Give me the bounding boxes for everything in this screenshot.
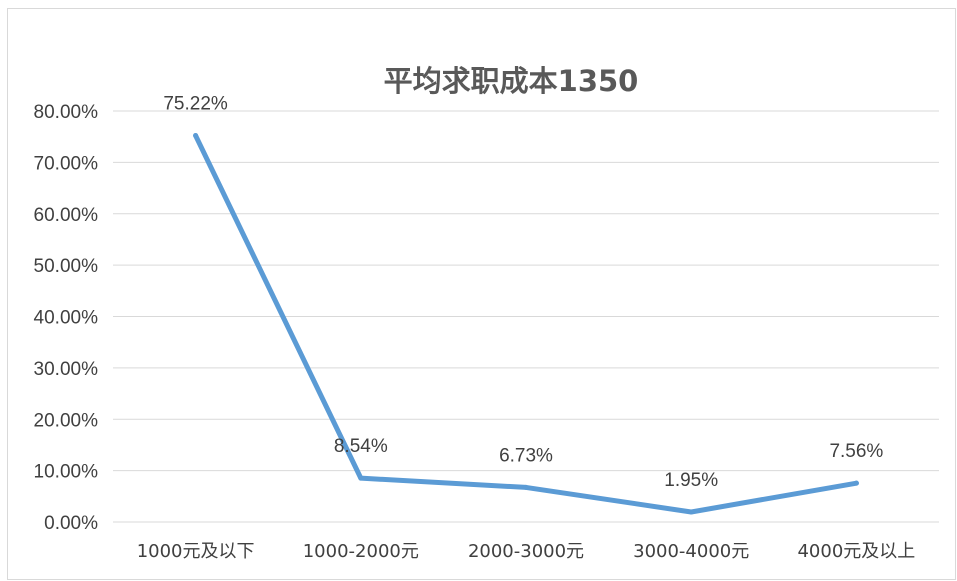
data-point	[853, 480, 859, 486]
y-tick-label: 20.00%	[34, 410, 99, 431]
data-label: 8.54%	[334, 436, 388, 457]
y-tick-label: 50.00%	[34, 256, 99, 277]
gridlines	[113, 110, 939, 523]
data-point	[358, 475, 364, 481]
data-label: 7.56%	[829, 441, 883, 462]
y-axis-ticks: 0.00% 10.00% 20.00% 30.00% 40.00% 50.00% 60.00…	[34, 102, 99, 534]
x-tick-label: 3000-4000元	[633, 541, 749, 562]
x-axis-ticks: 1000元及以下 1000-2000元 2000-3000元 3000-4000元 40…	[137, 541, 916, 562]
y-tick-label: 60.00%	[34, 205, 99, 226]
data-label: 75.22%	[163, 94, 228, 115]
y-tick-label: 80.00%	[34, 102, 99, 123]
x-tick-label: 4000元及以上	[797, 541, 915, 562]
y-tick-label: 30.00%	[34, 359, 99, 380]
x-tick-label: 1000-2000元	[303, 541, 419, 562]
data-label: 1.95%	[664, 470, 718, 491]
data-labels: 75.22% 8.54% 6.73% 1.95% 7.56%	[163, 94, 883, 491]
data-point	[193, 133, 199, 139]
y-tick-label: 0.00%	[44, 513, 98, 534]
data-label: 6.73%	[499, 445, 553, 466]
x-tick-label: 1000元及以下	[137, 541, 255, 562]
data-point	[523, 484, 529, 490]
x-tick-label: 2000-3000元	[468, 541, 584, 562]
y-tick-label: 10.00%	[34, 462, 99, 483]
y-tick-label: 40.00%	[34, 308, 99, 329]
series	[193, 133, 859, 515]
data-point	[688, 509, 694, 515]
chart-title: 平均求职成本1350	[384, 64, 639, 98]
y-tick-label: 70.00%	[34, 153, 99, 174]
